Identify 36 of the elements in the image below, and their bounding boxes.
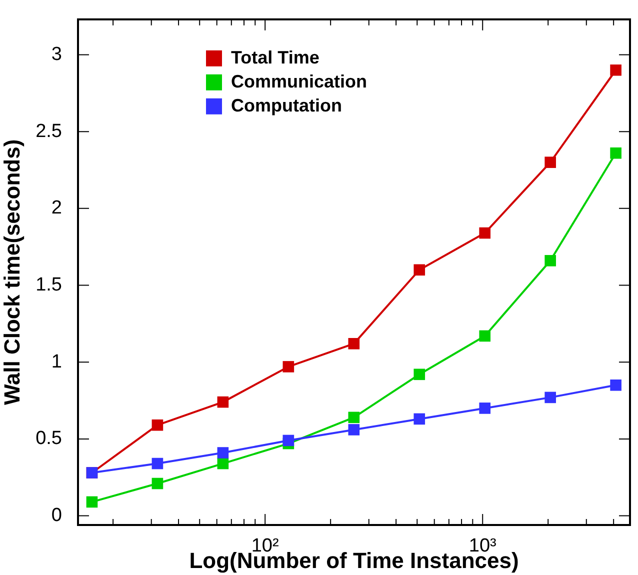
point bbox=[217, 458, 229, 470]
point bbox=[282, 434, 294, 446]
y-tick-label: 0 bbox=[51, 505, 62, 526]
y-tick-label: 2.5 bbox=[36, 120, 62, 142]
y-tick-label: 1.5 bbox=[36, 274, 62, 296]
point bbox=[544, 392, 556, 404]
legend-label: Total Time bbox=[231, 47, 320, 68]
point bbox=[610, 147, 622, 159]
point bbox=[348, 424, 360, 436]
legend-label: Communication bbox=[231, 71, 368, 92]
point bbox=[217, 447, 229, 458]
point bbox=[414, 264, 426, 276]
point bbox=[152, 458, 164, 470]
legend-label: Computation bbox=[231, 95, 342, 116]
point bbox=[544, 156, 556, 168]
point bbox=[479, 330, 491, 342]
y-tick-label: 3 bbox=[51, 44, 62, 65]
y-tick-label: 2 bbox=[51, 198, 62, 219]
y-tick-label: 0.5 bbox=[36, 428, 62, 450]
point bbox=[217, 396, 229, 408]
point bbox=[610, 64, 622, 76]
point bbox=[544, 255, 556, 266]
point bbox=[282, 361, 294, 372]
point bbox=[414, 368, 426, 380]
point bbox=[86, 496, 98, 508]
point bbox=[152, 419, 164, 431]
point bbox=[610, 379, 622, 391]
y-tick-label: 1 bbox=[51, 351, 62, 372]
x-tick-label: 10³ bbox=[468, 536, 496, 557]
point bbox=[479, 227, 491, 239]
y-axis-title: Wall Clock time(seconds) bbox=[0, 139, 24, 406]
point bbox=[152, 478, 164, 490]
point bbox=[414, 413, 426, 425]
point bbox=[348, 412, 360, 424]
point bbox=[348, 338, 360, 350]
point bbox=[479, 402, 491, 414]
